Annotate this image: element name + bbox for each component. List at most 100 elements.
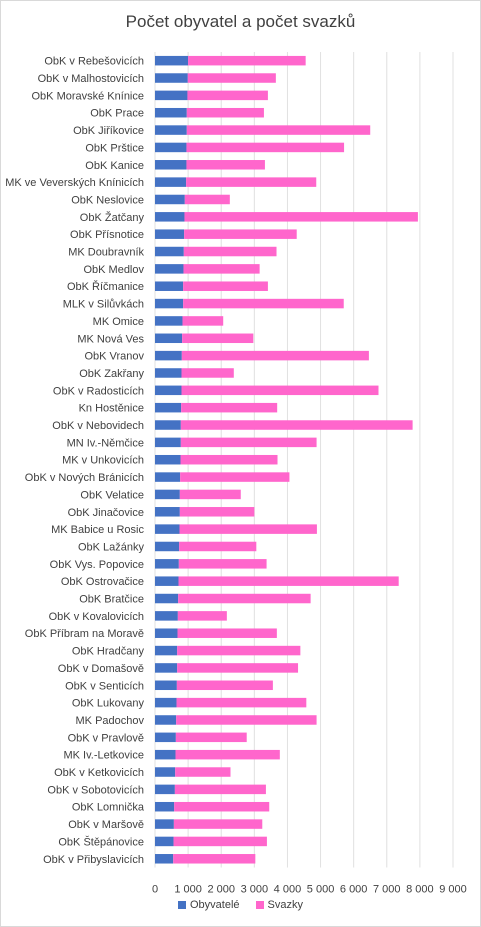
bar-obyvatele	[155, 784, 175, 795]
category-label: MK Iv.-Letkovice	[64, 750, 145, 762]
bar-obyvatele	[155, 454, 181, 465]
category-label: ObK v Nových Bránicích	[25, 472, 144, 484]
bar-obyvatele	[155, 125, 187, 135]
category-label: MK Babice u Rosic	[51, 524, 144, 536]
bar-svazky	[179, 541, 257, 552]
x-tick-label: 7 000	[373, 883, 401, 895]
bar-svazky	[183, 246, 277, 257]
category-label: ObK Prace	[90, 108, 144, 120]
bar-svazky	[182, 333, 254, 344]
x-tick-label: 8 000	[406, 883, 434, 895]
bar-svazky	[183, 264, 260, 274]
bar-svazky	[177, 663, 299, 673]
bar-svazky	[180, 437, 317, 448]
category-label: ObK Lažánky	[78, 541, 145, 553]
bar-svazky	[181, 385, 379, 396]
bar-obyvatele	[155, 663, 178, 673]
category-label: ObK v Sobotovicích	[47, 784, 144, 796]
category-label: ObK Lukovany	[72, 698, 145, 710]
category-label: ObK v Rebešovicích	[44, 56, 144, 68]
bar-svazky	[173, 819, 263, 829]
bar-obyvatele	[155, 801, 175, 812]
category-label: ObK v Domašově	[58, 663, 144, 675]
bar-svazky	[184, 229, 297, 239]
bar-obyvatele	[155, 489, 180, 500]
bar-svazky	[186, 107, 264, 118]
bar-svazky	[173, 836, 267, 847]
bar-obyvatele	[155, 437, 181, 448]
bar-obyvatele	[155, 680, 177, 691]
legend-swatch-obyvatele	[178, 901, 186, 909]
category-label: ObK Moravské Knínice	[32, 90, 145, 102]
bar-svazky	[186, 160, 265, 170]
bar-svazky	[175, 767, 231, 777]
x-tick-label: 4 000	[274, 883, 302, 895]
category-label: ObK Kanice	[85, 160, 144, 172]
bar-svazky	[178, 559, 267, 569]
legend-item-svazky: Svazky	[255, 899, 303, 911]
bar-svazky	[177, 645, 301, 656]
bar-svazky	[179, 507, 255, 517]
bar-obyvatele	[155, 281, 184, 291]
bar-obyvatele	[155, 350, 182, 361]
category-label: MLK v Silůvkách	[63, 299, 144, 311]
category-label: ObK Lomnička	[72, 802, 145, 814]
bar-obyvatele	[155, 645, 178, 656]
category-label: ObK Žatčany	[80, 211, 145, 224]
category-label: ObK Neslovice	[71, 194, 144, 206]
category-label: MK Padochov	[76, 715, 145, 727]
bar-svazky	[186, 177, 317, 187]
bar-obyvatele	[155, 194, 185, 205]
bar-obyvatele	[155, 298, 184, 309]
bar-obyvatele	[155, 142, 187, 153]
bar-svazky	[180, 454, 278, 465]
bar-obyvatele	[155, 611, 178, 621]
legend-label-svazky: Svazky	[267, 899, 303, 911]
x-tick-label: 0	[152, 883, 158, 895]
bar-obyvatele	[155, 368, 182, 378]
bar-obyvatele	[155, 524, 180, 534]
x-tick-label: 5 000	[307, 883, 335, 895]
category-label: ObK Štěpánovice	[58, 835, 144, 848]
bar-svazky	[177, 611, 227, 621]
category-label: ObK Vys. Popovice	[50, 559, 144, 571]
bar-obyvatele	[155, 854, 174, 864]
category-label: ObK v Pravlově	[68, 732, 144, 744]
x-tick-label: 3 000	[241, 883, 269, 895]
bar-svazky	[173, 854, 256, 864]
bar-svazky	[182, 316, 224, 326]
bar-svazky	[174, 784, 266, 795]
bar-svazky	[186, 142, 345, 153]
bar-obyvatele	[155, 55, 189, 66]
x-tick-label: 1 000	[174, 883, 202, 895]
legend-swatch-svazky	[255, 901, 264, 909]
category-label: ObK Velatice	[80, 489, 144, 501]
bar-obyvatele	[155, 316, 183, 326]
bar-obyvatele	[155, 212, 185, 222]
bar-svazky	[184, 212, 418, 222]
category-label: ObK Říčmanice	[67, 280, 144, 293]
bar-svazky	[181, 368, 234, 378]
bar-obyvatele	[155, 628, 178, 638]
bar-svazky	[180, 472, 290, 482]
bar-svazky	[179, 524, 317, 534]
x-tick-label: 2 000	[207, 883, 235, 895]
bar-obyvatele	[155, 333, 183, 344]
bar-svazky	[187, 90, 268, 101]
bar-obyvatele	[155, 541, 180, 552]
bar-svazky	[176, 680, 273, 691]
bar-svazky	[178, 593, 311, 604]
bar-obyvatele	[155, 246, 184, 257]
category-label: ObK v Přibyslavicích	[43, 854, 144, 866]
category-label: ObK v Nebovidech	[52, 420, 144, 432]
bar-obyvatele	[155, 90, 188, 101]
category-label: ObK Medlov	[83, 264, 144, 276]
bar-obyvatele	[155, 732, 176, 743]
category-label: ObK v Radosticích	[53, 385, 144, 397]
bar-obyvatele	[155, 749, 176, 760]
bar-svazky	[175, 749, 280, 760]
bar-svazky	[179, 489, 241, 500]
bar-svazky	[183, 281, 268, 291]
category-label: ObK v Maršově	[68, 819, 144, 831]
